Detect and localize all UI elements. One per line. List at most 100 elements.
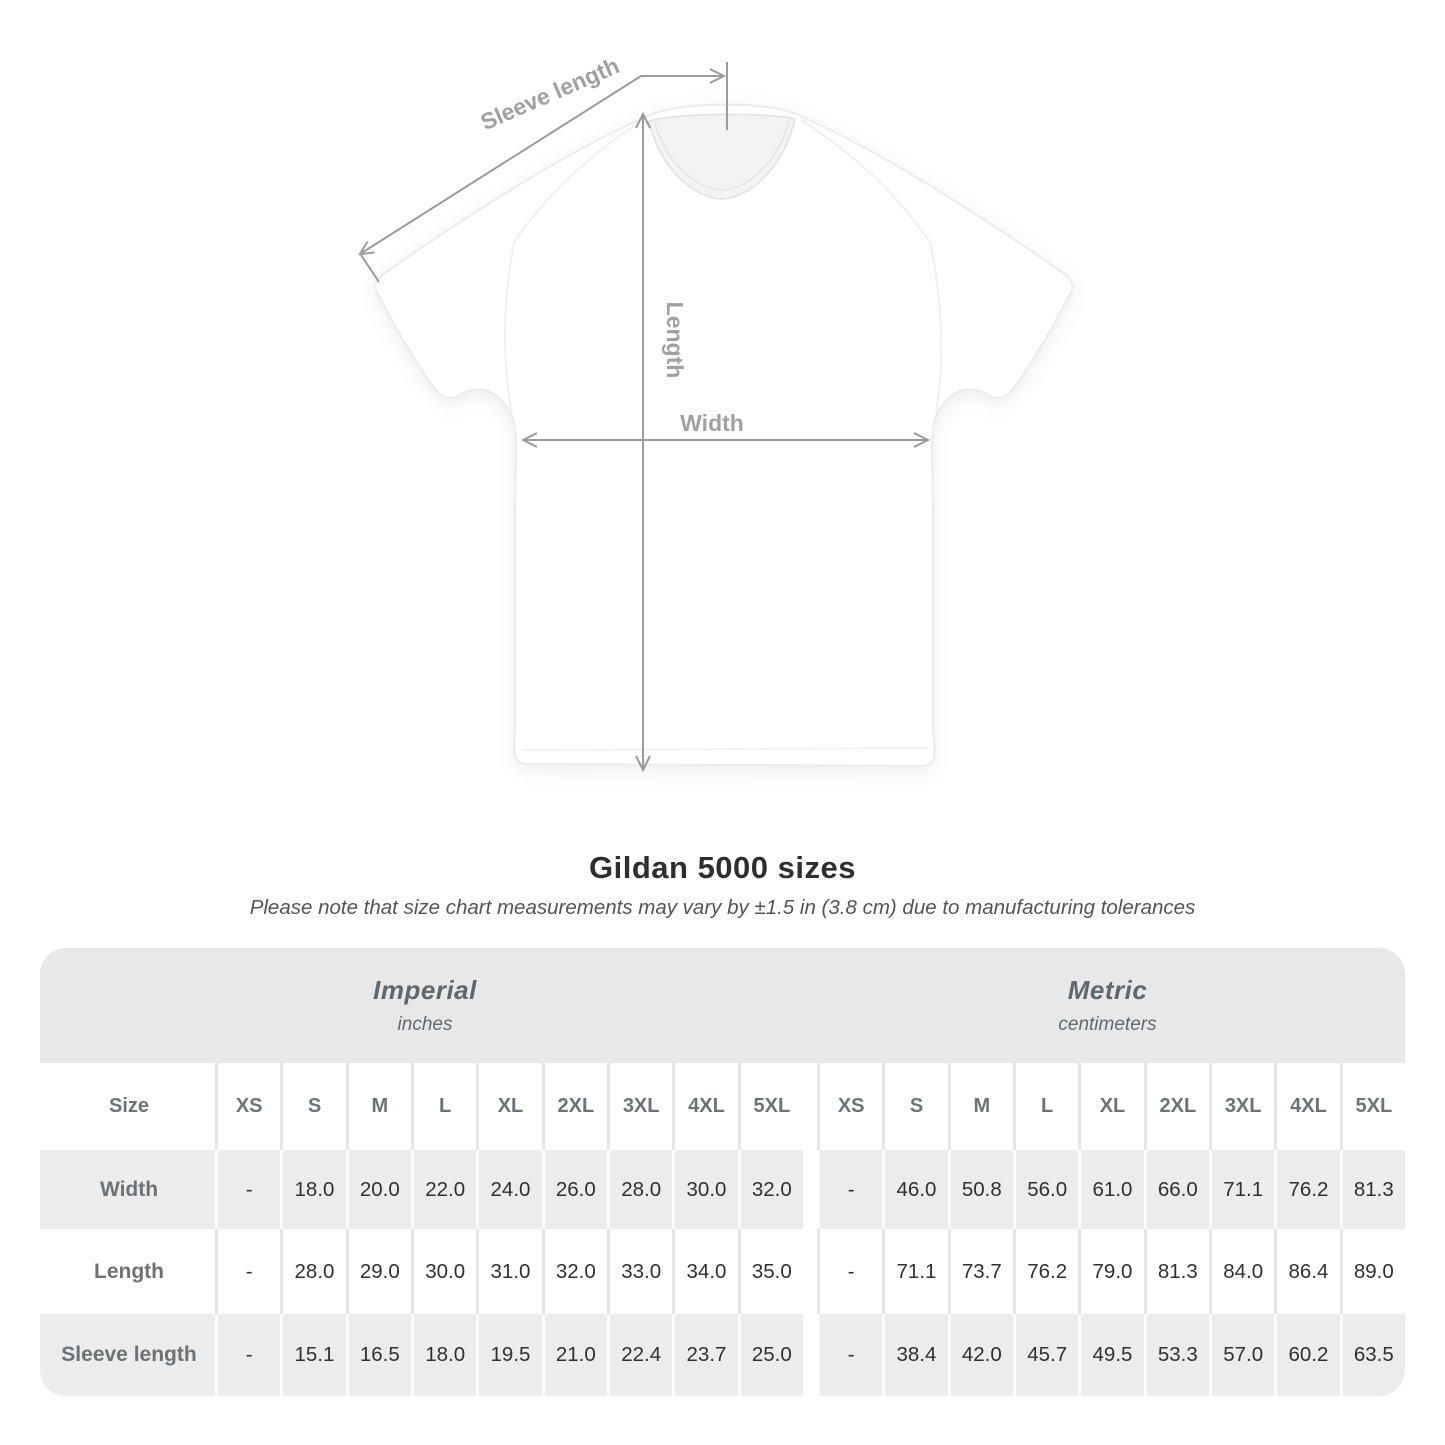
imperial-value-cell: 16.5 [345, 1314, 411, 1396]
table-row-sleeve-length: Sleeve length -15.1 16.5 18.0 19.5 21.0 22.4 23… [40, 1314, 1405, 1396]
imperial-value-cell: 26.0 [541, 1150, 607, 1229]
sleeve-length-arrow [358, 62, 728, 283]
metric-value-cell: 46.0 [882, 1150, 948, 1229]
size-column-header: 3XL [607, 1063, 672, 1150]
imperial-value-cell: 28.0 [280, 1229, 346, 1314]
metric-value-cell: 53.3 [1143, 1314, 1209, 1396]
metric-section-header: Metric centimeters [810, 948, 1405, 1063]
collar [648, 113, 796, 200]
imperial-value-cell: 25.0 [737, 1314, 803, 1396]
length-arrow [635, 111, 651, 773]
metric-value-cell: 84.0 [1209, 1229, 1275, 1314]
table-header-row: Size XS S M L XL 2XL 3XL 4XL 5XL XS S M L XL 2XL 3XL 4XL… [40, 1063, 1405, 1150]
imperial-value-cell: - [215, 1314, 281, 1396]
tolerance-note: Please note that size chart measurements… [249, 896, 1196, 919]
imperial-value-cell: 18.0 [280, 1150, 346, 1229]
measurement-row-label: Length [40, 1229, 215, 1314]
size-column-header: L [411, 1063, 476, 1150]
metric-value-cell: 86.4 [1274, 1229, 1340, 1314]
metric-value-cell: 50.8 [947, 1150, 1013, 1229]
imperial-title: Imperial [373, 975, 477, 1005]
imperial-value-cell: 32.0 [737, 1150, 803, 1229]
metric-value-cell: 66.0 [1143, 1150, 1209, 1229]
metric-value-cell: - [817, 1229, 883, 1314]
metric-value-cell: 49.5 [1078, 1314, 1144, 1396]
measurement-row-label: Sleeve length [40, 1314, 215, 1396]
size-column-header: XS [215, 1063, 280, 1150]
metric-value-cell: 71.1 [882, 1229, 948, 1314]
metric-title: Metric [1067, 975, 1148, 1005]
unit-band: Imperial inches Metric centimeters [40, 948, 1405, 1063]
metric-value-cell: 57.0 [1209, 1314, 1275, 1396]
imperial-value-cell: 19.5 [476, 1314, 542, 1396]
size-column-header: S [882, 1063, 947, 1150]
imperial-section-header: Imperial inches [40, 948, 810, 1063]
size-column-header: M [345, 1063, 411, 1150]
size-column-header: 5XL [737, 1063, 803, 1150]
metric-value-cell: 89.0 [1339, 1229, 1405, 1314]
tshirt-graphic [374, 103, 1074, 768]
imperial-value-cell: 30.0 [411, 1229, 477, 1314]
metric-value-cell: 81.3 [1339, 1150, 1405, 1229]
imperial-value-cell: 32.0 [541, 1229, 607, 1314]
imperial-value-cell: 18.0 [411, 1314, 477, 1396]
metric-value-cell: - [817, 1314, 883, 1396]
size-column-header: XS [817, 1063, 882, 1150]
width-label: Width [680, 410, 744, 436]
imperial-value-cell: 35.0 [737, 1229, 803, 1314]
imperial-value-cell: - [215, 1229, 281, 1314]
imperial-value-cell: 20.0 [345, 1150, 411, 1229]
metric-value-cell: 38.4 [882, 1314, 948, 1396]
metric-value-cell: 63.5 [1339, 1314, 1405, 1396]
imperial-value-cell: 28.0 [607, 1150, 673, 1229]
imperial-value-cell: 30.0 [672, 1150, 738, 1229]
imperial-value-cell: 29.0 [345, 1229, 411, 1314]
size-column-header: XL [1078, 1063, 1143, 1150]
metric-value-cell: 56.0 [1013, 1150, 1079, 1229]
size-column-header: XL [476, 1063, 541, 1150]
metric-value-cell: - [817, 1150, 883, 1229]
dimension-lines [358, 62, 931, 773]
size-column-header: S [280, 1063, 345, 1150]
size-column-header: 4XL [1274, 1063, 1339, 1150]
size-column-header: M [947, 1063, 1013, 1150]
table-row-width: Width -18.0 20.0 22.0 24.0 26.0 28.0 30.0 32.0-4… [40, 1150, 1405, 1229]
imperial-value-cell: 24.0 [476, 1150, 542, 1229]
imperial-value-cell: 21.0 [541, 1314, 607, 1396]
metric-value-cell: 42.0 [947, 1314, 1013, 1396]
imperial-unit: inches [397, 1014, 453, 1035]
section-divider [803, 1314, 817, 1396]
size-header-cell: Size [108, 1095, 150, 1117]
sleeve-length-label: Sleeve length [477, 52, 623, 135]
size-column-header: 3XL [1209, 1063, 1274, 1150]
imperial-value-cell: 15.1 [280, 1314, 346, 1396]
size-column-header: L [1013, 1063, 1078, 1150]
size-column-header: 2XL [1143, 1063, 1209, 1150]
imperial-value-cell: - [215, 1150, 281, 1229]
section-divider [803, 1063, 817, 1150]
length-label: Length [662, 302, 688, 379]
table-row-length: Length -28.0 29.0 30.0 31.0 32.0 33.0 34.0 35.0-… [40, 1229, 1405, 1314]
imperial-value-cell: 23.7 [672, 1314, 738, 1396]
metric-value-cell: 45.7 [1013, 1314, 1079, 1396]
metric-value-cell: 81.3 [1143, 1229, 1209, 1314]
tshirt-measurement-diagram: Sleeve length Length Width [358, 52, 1074, 773]
metric-value-cell: 76.2 [1013, 1229, 1079, 1314]
measurement-row-label: Width [40, 1150, 215, 1229]
imperial-value-cell: 22.4 [607, 1314, 673, 1396]
table-body: Width -18.0 20.0 22.0 24.0 26.0 28.0 30.0 32.0-4… [40, 1150, 1405, 1396]
imperial-value-cell: 34.0 [672, 1229, 738, 1314]
section-divider [803, 1150, 817, 1229]
imperial-value-cell: 31.0 [476, 1229, 542, 1314]
metric-value-cell: 79.0 [1078, 1229, 1144, 1314]
size-column-header: 5XL [1339, 1063, 1405, 1150]
page-title: Gildan 5000 sizes [589, 850, 856, 885]
metric-value-cell: 73.7 [947, 1229, 1013, 1314]
metric-value-cell: 60.2 [1274, 1314, 1340, 1396]
metric-unit: centimeters [1058, 1014, 1157, 1035]
imperial-value-cell: 22.0 [411, 1150, 477, 1229]
size-column-header: 2XL [541, 1063, 607, 1150]
metric-value-cell: 61.0 [1078, 1150, 1144, 1229]
metric-value-cell: 76.2 [1274, 1150, 1340, 1229]
